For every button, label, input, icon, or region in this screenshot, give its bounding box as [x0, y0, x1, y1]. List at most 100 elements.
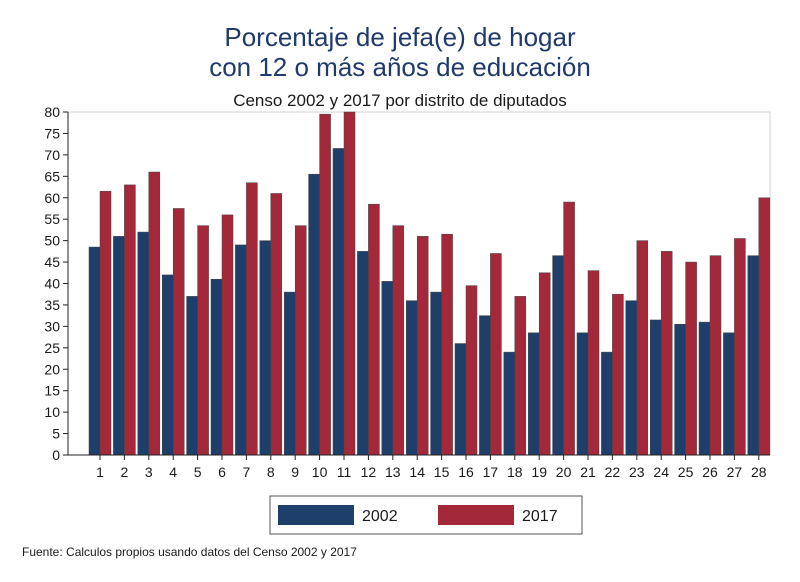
bar-2002-21 [576, 332, 589, 456]
chart-title-line-1: Porcentaje de jefa(e) de hogar [224, 22, 576, 52]
x-tick-label-28: 28 [751, 464, 767, 480]
bar-2002-12 [357, 251, 369, 456]
x-tick-label-10: 10 [312, 464, 328, 480]
x-tick-label-12: 12 [361, 464, 377, 480]
x-tick-label-2: 2 [121, 464, 129, 480]
bar-2002-26 [698, 321, 711, 456]
bar-2017-13 [392, 225, 405, 456]
bar-2002-18 [503, 351, 516, 456]
bar-2002-17 [479, 315, 491, 456]
bar-2017-1 [99, 191, 112, 456]
bar-2017-24 [660, 251, 673, 456]
x-tick-label-19: 19 [531, 464, 547, 480]
y-tick-label-75: 75 [44, 125, 60, 141]
legend-swatch-2002 [278, 505, 354, 525]
source-note: Fuente: Calculos propios usando datos de… [22, 545, 357, 559]
bar-2002-16 [454, 343, 467, 456]
bar-2017-4 [172, 208, 185, 456]
y-tick-label-65: 65 [44, 168, 60, 184]
y-tick-label-0: 0 [52, 447, 60, 463]
bar-2017-20 [563, 201, 575, 456]
x-tick-label-8: 8 [267, 464, 275, 480]
bar-2017-25 [685, 261, 697, 456]
bar-2017-28 [758, 197, 771, 456]
bar-2002-24 [649, 319, 662, 456]
x-tick-label-16: 16 [458, 464, 474, 480]
bar-2017-15 [441, 233, 453, 456]
bar-2002-2 [113, 236, 125, 456]
bar-2017-19 [538, 272, 551, 456]
y-tick-label-15: 15 [44, 383, 60, 399]
bar-2017-14 [416, 236, 429, 456]
bar-2017-17 [490, 253, 502, 456]
y-tick-label-5: 5 [52, 426, 60, 442]
x-tick-label-27: 27 [727, 464, 743, 480]
x-tick-label-22: 22 [605, 464, 621, 480]
bar-2017-26 [709, 255, 722, 456]
bar-2002-15 [430, 291, 442, 456]
y-tick-label-40: 40 [44, 276, 60, 292]
x-tick-label-3: 3 [145, 464, 153, 480]
x-tick-label-23: 23 [629, 464, 645, 480]
bar-2002-3 [137, 231, 150, 456]
x-tick-label-14: 14 [409, 464, 425, 480]
bar-2002-22 [601, 351, 613, 456]
bar-2017-3 [148, 171, 161, 456]
legend: 2002 2017 [269, 495, 583, 535]
x-tick-label-4: 4 [169, 464, 177, 480]
bar-2002-7 [235, 244, 247, 456]
x-tick-label-9: 9 [291, 464, 299, 480]
y-tick-label-30: 30 [44, 318, 60, 334]
x-tick-label-26: 26 [702, 464, 718, 480]
y-tick-label-80: 80 [44, 104, 60, 120]
y-tick-label-70: 70 [44, 147, 60, 163]
bar-2017-23 [636, 240, 649, 456]
x-tick-label-5: 5 [194, 464, 202, 480]
bar-2002-8 [259, 240, 272, 456]
x-tick-label-21: 21 [580, 464, 596, 480]
bar-2017-8 [270, 193, 283, 456]
bar-2002-10 [308, 173, 320, 456]
bar-2002-5 [186, 296, 198, 456]
bar-2017-7 [246, 182, 258, 456]
x-tick-label-11: 11 [337, 464, 352, 480]
x-tick-label-17: 17 [483, 464, 499, 480]
y-tick-label-20: 20 [44, 361, 60, 377]
bar-2017-22 [612, 293, 624, 456]
bar-2017-12 [368, 203, 380, 456]
x-tick-label-1: 1 [96, 464, 104, 480]
legend-swatch-2017 [438, 505, 514, 525]
bar-2002-27 [723, 332, 735, 456]
bar-2017-9 [294, 225, 307, 456]
x-tick-label-7: 7 [243, 464, 251, 480]
x-tick-label-13: 13 [385, 464, 401, 480]
bar-2017-11 [343, 111, 356, 456]
bar-2017-18 [514, 296, 527, 456]
bar-2017-16 [465, 285, 478, 456]
bar-2017-6 [221, 214, 234, 456]
bar-2002-19 [527, 332, 540, 456]
y-tick-label-60: 60 [44, 190, 60, 206]
bar-2002-9 [283, 291, 296, 456]
bar-2002-13 [381, 281, 394, 456]
y-tick-label-50: 50 [44, 233, 60, 249]
bar-2002-20 [552, 255, 564, 456]
y-tick-label-55: 55 [44, 211, 60, 227]
bar-2002-14 [405, 300, 418, 456]
chart-title-line-2: con 12 o más años de educación [209, 52, 591, 82]
x-tick-label-18: 18 [507, 464, 523, 480]
y-tick-label-10: 10 [44, 404, 60, 420]
legend-label-2002: 2002 [362, 508, 398, 525]
bar-2002-28 [747, 255, 760, 456]
bar-2002-23 [625, 300, 638, 456]
bar-2017-10 [319, 113, 331, 456]
x-tick-label-25: 25 [678, 464, 694, 480]
x-tick-label-24: 24 [653, 464, 669, 480]
x-tick-label-15: 15 [434, 464, 450, 480]
bar-2002-6 [210, 278, 223, 456]
y-tick-label-35: 35 [44, 297, 60, 313]
x-tick-label-6: 6 [218, 464, 226, 480]
legend-label-2017: 2017 [522, 508, 558, 525]
